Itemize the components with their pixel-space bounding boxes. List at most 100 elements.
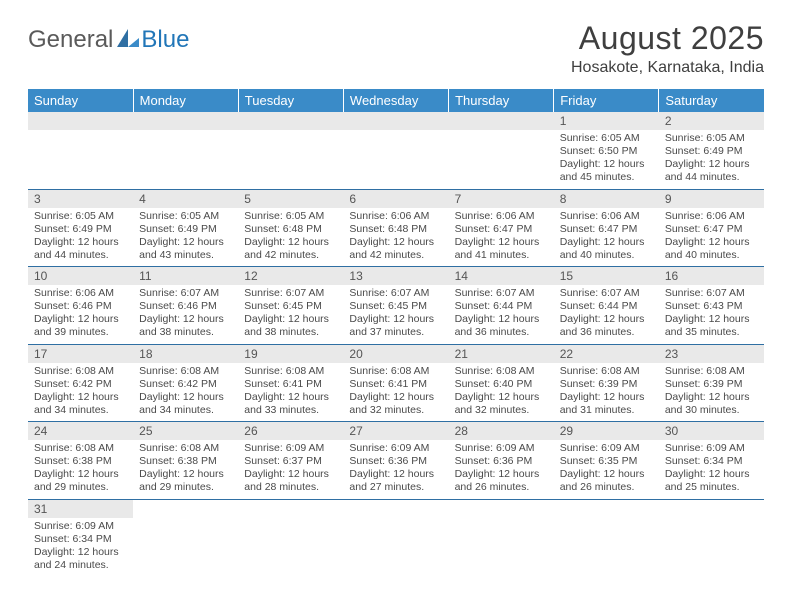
day-line: and 40 minutes.: [665, 249, 758, 262]
day-line: Daylight: 12 hours: [349, 313, 442, 326]
col-monday: Monday: [133, 89, 238, 112]
day-line: Daylight: 12 hours: [139, 468, 232, 481]
day-line: Sunrise: 6:09 AM: [665, 442, 758, 455]
day-line: Sunrise: 6:08 AM: [139, 442, 232, 455]
calendar-table: Sunday Monday Tuesday Wednesday Thursday…: [28, 89, 764, 576]
day-line: and 43 minutes.: [139, 249, 232, 262]
day-number: 6: [343, 190, 448, 208]
day-line: Sunrise: 6:07 AM: [349, 287, 442, 300]
day-number: 19: [238, 345, 343, 363]
day-line: and 33 minutes.: [244, 404, 337, 417]
calendar-cell: 24Sunrise: 6:08 AMSunset: 6:38 PMDayligh…: [28, 422, 133, 500]
day-number: 9: [659, 190, 764, 208]
day-line: Daylight: 12 hours: [349, 468, 442, 481]
day-line: Sunset: 6:39 PM: [665, 378, 758, 391]
col-thursday: Thursday: [449, 89, 554, 112]
calendar-cell: 3Sunrise: 6:05 AMSunset: 6:49 PMDaylight…: [28, 189, 133, 267]
day-line: Sunset: 6:48 PM: [244, 223, 337, 236]
day-data: Sunrise: 6:07 AMSunset: 6:45 PMDaylight:…: [343, 285, 448, 344]
day-line: Sunrise: 6:08 AM: [34, 442, 127, 455]
logo-text-2: Blue: [141, 26, 189, 54]
day-line: Sunset: 6:43 PM: [665, 300, 758, 313]
day-line: and 38 minutes.: [139, 326, 232, 339]
day-line: Daylight: 12 hours: [455, 313, 548, 326]
calendar-row: 31Sunrise: 6:09 AMSunset: 6:34 PMDayligh…: [28, 499, 764, 576]
day-data: Sunrise: 6:08 AMSunset: 6:42 PMDaylight:…: [133, 363, 238, 422]
day-line: and 24 minutes.: [34, 559, 127, 572]
day-line: Sunrise: 6:08 AM: [139, 365, 232, 378]
col-wednesday: Wednesday: [343, 89, 448, 112]
day-line: and 35 minutes.: [665, 326, 758, 339]
day-line: Daylight: 12 hours: [34, 546, 127, 559]
day-line: Daylight: 12 hours: [560, 236, 653, 249]
day-line: and 40 minutes.: [560, 249, 653, 262]
day-data: Sunrise: 6:09 AMSunset: 6:34 PMDaylight:…: [28, 518, 133, 577]
day-number: 5: [238, 190, 343, 208]
day-line: Sunset: 6:49 PM: [34, 223, 127, 236]
day-data: Sunrise: 6:06 AMSunset: 6:47 PMDaylight:…: [449, 208, 554, 267]
day-line: Sunrise: 6:07 AM: [139, 287, 232, 300]
day-line: Sunrise: 6:09 AM: [34, 520, 127, 533]
calendar-cell: [659, 499, 764, 576]
day-line: Sunset: 6:46 PM: [34, 300, 127, 313]
day-line: Daylight: 12 hours: [34, 468, 127, 481]
day-line: Daylight: 12 hours: [560, 391, 653, 404]
day-line: Sunrise: 6:05 AM: [139, 210, 232, 223]
day-number: 27: [343, 422, 448, 440]
day-number: 28: [449, 422, 554, 440]
day-line: Daylight: 12 hours: [560, 158, 653, 171]
day-line: Daylight: 12 hours: [665, 236, 758, 249]
calendar-row: 1Sunrise: 6:05 AMSunset: 6:50 PMDaylight…: [28, 112, 764, 189]
day-data: Sunrise: 6:09 AMSunset: 6:34 PMDaylight:…: [659, 440, 764, 499]
day-line: and 34 minutes.: [139, 404, 232, 417]
day-number: 13: [343, 267, 448, 285]
day-data: Sunrise: 6:09 AMSunset: 6:35 PMDaylight:…: [554, 440, 659, 499]
day-number: 23: [659, 345, 764, 363]
day-line: Sunset: 6:42 PM: [34, 378, 127, 391]
day-number: 15: [554, 267, 659, 285]
day-line: Sunset: 6:47 PM: [560, 223, 653, 236]
day-data: Sunrise: 6:08 AMSunset: 6:41 PMDaylight:…: [238, 363, 343, 422]
day-line: Sunrise: 6:06 AM: [665, 210, 758, 223]
day-line: Sunrise: 6:05 AM: [244, 210, 337, 223]
calendar-cell: 4Sunrise: 6:05 AMSunset: 6:49 PMDaylight…: [133, 189, 238, 267]
day-line: Sunset: 6:45 PM: [244, 300, 337, 313]
day-number: 8: [554, 190, 659, 208]
day-data: Sunrise: 6:08 AMSunset: 6:38 PMDaylight:…: [28, 440, 133, 499]
day-line: and 34 minutes.: [34, 404, 127, 417]
calendar-cell: 29Sunrise: 6:09 AMSunset: 6:35 PMDayligh…: [554, 422, 659, 500]
day-line: and 42 minutes.: [349, 249, 442, 262]
day-number: 21: [449, 345, 554, 363]
day-line: Sunset: 6:38 PM: [139, 455, 232, 468]
day-line: Daylight: 12 hours: [455, 236, 548, 249]
day-number: 30: [659, 422, 764, 440]
calendar-row: 24Sunrise: 6:08 AMSunset: 6:38 PMDayligh…: [28, 422, 764, 500]
logo-text-1: General: [28, 26, 113, 54]
day-line: Sunrise: 6:08 AM: [665, 365, 758, 378]
day-line: Sunrise: 6:09 AM: [244, 442, 337, 455]
day-line: Sunset: 6:44 PM: [455, 300, 548, 313]
calendar-cell: 20Sunrise: 6:08 AMSunset: 6:41 PMDayligh…: [343, 344, 448, 422]
day-line: and 44 minutes.: [34, 249, 127, 262]
day-number: 2: [659, 112, 764, 130]
calendar-cell: [133, 112, 238, 189]
day-line: Daylight: 12 hours: [139, 391, 232, 404]
calendar-cell: 30Sunrise: 6:09 AMSunset: 6:34 PMDayligh…: [659, 422, 764, 500]
calendar-cell: 21Sunrise: 6:08 AMSunset: 6:40 PMDayligh…: [449, 344, 554, 422]
day-data: Sunrise: 6:09 AMSunset: 6:37 PMDaylight:…: [238, 440, 343, 499]
day-line: Sunset: 6:47 PM: [665, 223, 758, 236]
day-line: and 37 minutes.: [349, 326, 442, 339]
day-number: 31: [28, 500, 133, 518]
day-line: Sunrise: 6:09 AM: [455, 442, 548, 455]
calendar-cell: 22Sunrise: 6:08 AMSunset: 6:39 PMDayligh…: [554, 344, 659, 422]
day-data: Sunrise: 6:07 AMSunset: 6:44 PMDaylight:…: [554, 285, 659, 344]
day-line: and 28 minutes.: [244, 481, 337, 494]
day-line: Sunset: 6:37 PM: [244, 455, 337, 468]
day-line: Daylight: 12 hours: [455, 468, 548, 481]
day-line: Sunset: 6:42 PM: [139, 378, 232, 391]
calendar-cell: [238, 112, 343, 189]
day-data: Sunrise: 6:08 AMSunset: 6:42 PMDaylight:…: [28, 363, 133, 422]
day-line: Sunrise: 6:07 AM: [560, 287, 653, 300]
day-line: Daylight: 12 hours: [455, 391, 548, 404]
calendar-cell: 5Sunrise: 6:05 AMSunset: 6:48 PMDaylight…: [238, 189, 343, 267]
